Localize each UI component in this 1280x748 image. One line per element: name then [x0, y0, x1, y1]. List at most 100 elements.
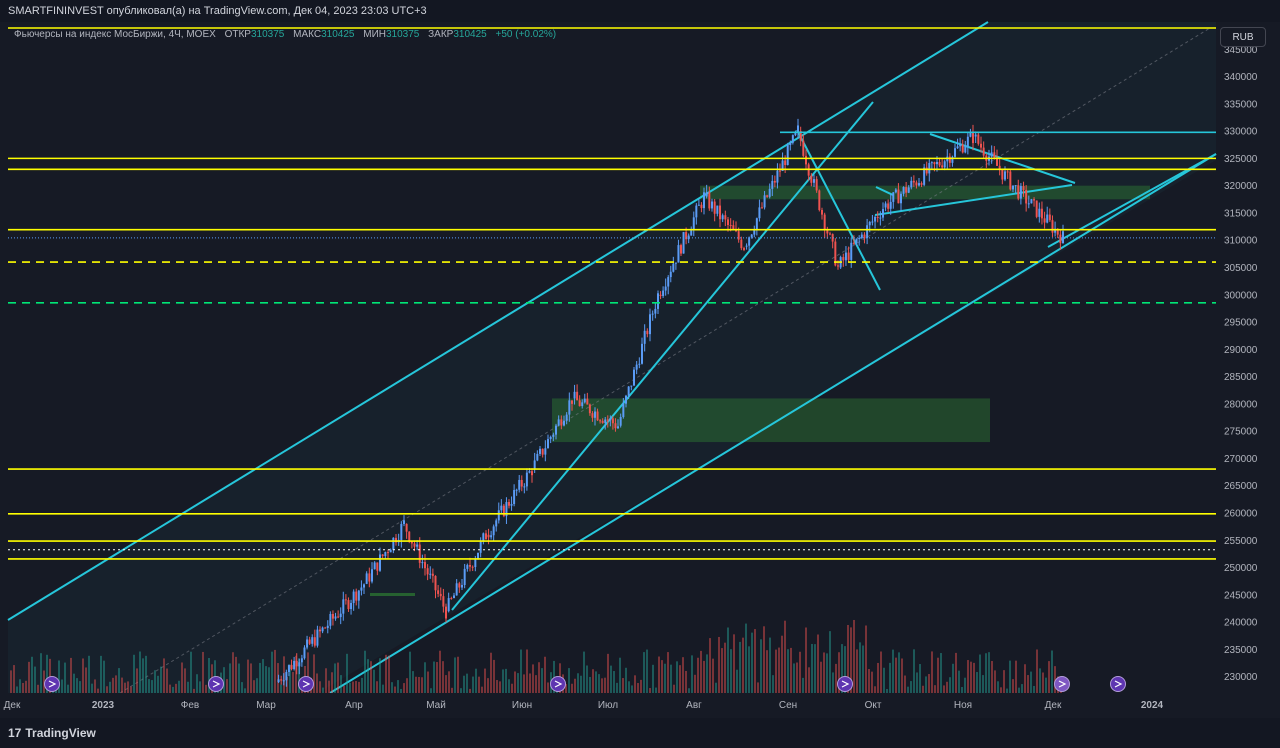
volume-bar — [181, 662, 183, 693]
symbol-name: Фьючерсы на индекс МосБиржи, 4Ч, MOEX — [14, 29, 216, 40]
volume-bar — [955, 652, 957, 693]
volume-bar — [940, 653, 942, 693]
candle-body — [902, 187, 905, 194]
volume-bar — [865, 625, 867, 693]
volume-bar — [481, 686, 483, 693]
volume-bar — [520, 649, 522, 693]
volume-bar — [919, 664, 921, 693]
volume-bar — [760, 639, 762, 693]
publisher-text: SMARTFININVEST опубликовал(а) на Trading… — [8, 5, 427, 17]
event-arrow-icon — [302, 680, 311, 688]
volume-bar — [646, 649, 648, 693]
volume-bar — [1000, 687, 1002, 693]
volume-bar — [517, 673, 519, 693]
volume-bar — [256, 678, 258, 693]
close-value: 310425 — [453, 29, 487, 40]
candle-body — [766, 195, 769, 197]
candle-body — [389, 549, 392, 553]
candle-body — [721, 215, 724, 220]
volume-bar — [142, 658, 144, 693]
volume-bar — [499, 681, 501, 693]
publisher-bar: SMARTFININVEST опубликовал(а) на Trading… — [0, 0, 1280, 22]
candle-body — [750, 234, 753, 238]
candle-body — [331, 613, 334, 619]
volume-bar — [958, 670, 960, 693]
event-arrow-icon — [1114, 680, 1123, 688]
event-marker-icon — [550, 676, 566, 692]
currency-button[interactable]: RUB — [1220, 27, 1266, 47]
candle-body — [334, 616, 337, 619]
candle-body — [732, 225, 735, 230]
volume-bar — [658, 656, 660, 693]
candle-body — [539, 448, 541, 454]
candle-body — [649, 314, 651, 335]
candle-body — [690, 230, 693, 236]
candle-body — [771, 180, 774, 189]
volume-bar — [328, 680, 330, 693]
volume-bar — [754, 629, 756, 693]
volume-bar — [535, 675, 537, 693]
volume-bar — [160, 666, 162, 693]
candle-body — [879, 217, 882, 219]
volume-bar — [118, 668, 120, 693]
volume-bar — [859, 642, 861, 693]
volume-bar — [448, 671, 450, 693]
candle-body — [1019, 186, 1022, 199]
candle-body — [495, 520, 498, 527]
volume-bar — [766, 650, 768, 693]
volume-bar — [274, 649, 276, 693]
volume-bar — [109, 681, 111, 693]
candle-body — [1006, 171, 1009, 173]
volume-bar — [802, 677, 804, 693]
candle-body — [552, 434, 555, 437]
change-value: +50 (+0.02%) — [495, 29, 557, 40]
tradingview-logo[interactable]: 17 TradingView — [8, 726, 96, 740]
volume-bar — [505, 668, 507, 693]
volume-bar — [832, 672, 834, 693]
volume-bar — [1012, 679, 1014, 693]
y-tick-label: 260000 — [1224, 508, 1258, 519]
volume-bar — [37, 684, 39, 693]
candle-body — [667, 277, 670, 287]
candle-body — [868, 221, 871, 226]
candle-body — [431, 573, 434, 576]
volume-bar — [334, 663, 336, 693]
volume-bar — [862, 645, 864, 693]
candle-body — [400, 523, 403, 540]
candle-body — [646, 330, 649, 335]
candle-body — [285, 671, 288, 681]
candle-body — [360, 587, 363, 591]
volume-bar — [343, 685, 345, 693]
candle-body — [541, 448, 544, 455]
high-value: 310425 — [321, 29, 355, 40]
volume-bar — [40, 653, 42, 693]
volume-bar — [856, 649, 858, 693]
candle-body — [408, 531, 411, 542]
y-tick-label: 335000 — [1224, 99, 1258, 110]
volume-bar — [721, 648, 723, 693]
candle-body — [745, 245, 748, 247]
volume-bar — [964, 677, 966, 693]
volume-bar — [127, 681, 129, 693]
candle-body — [889, 201, 892, 209]
volume-bar — [874, 686, 876, 693]
volume-bar — [394, 686, 396, 693]
candle-body — [442, 596, 445, 607]
volume-bar — [1048, 661, 1050, 693]
candle-body — [850, 242, 853, 260]
volume-bar — [73, 673, 75, 693]
candle-body — [293, 660, 296, 670]
volume-bar — [619, 657, 621, 693]
event-marker-icon — [1110, 676, 1126, 692]
volume-bar — [325, 668, 327, 693]
candle-body — [482, 533, 485, 542]
candle-body — [892, 192, 895, 202]
candle-body — [633, 369, 635, 386]
volume-bar — [730, 649, 732, 693]
candle-body — [641, 343, 643, 364]
candle-body — [277, 679, 280, 683]
volume-bar — [1033, 685, 1035, 693]
candle-body — [1025, 189, 1028, 204]
volume-bar — [991, 661, 993, 693]
